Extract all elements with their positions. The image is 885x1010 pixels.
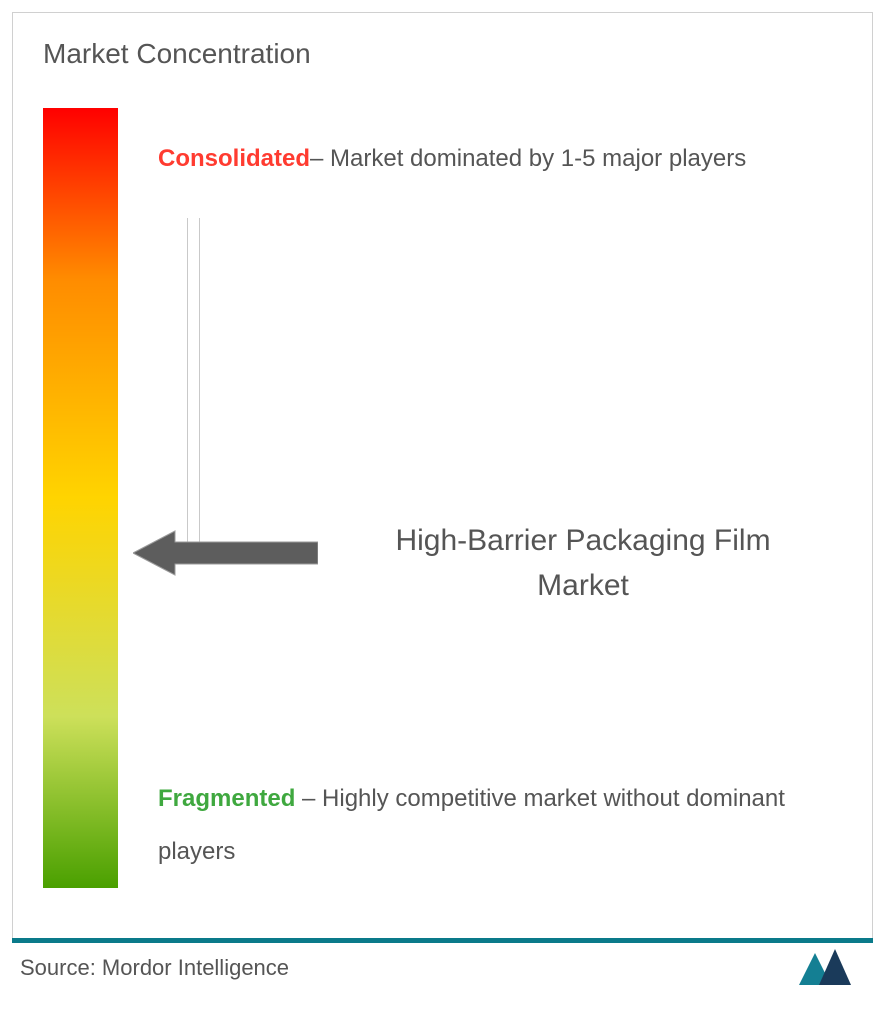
market-name: High-Barrier Packaging Film Market bbox=[333, 518, 833, 608]
root: Market Concentration Consolidated– Marke… bbox=[0, 0, 885, 1010]
arrow-icon bbox=[133, 528, 318, 578]
fragmented-text: Fragmented – Highly competitive market w… bbox=[158, 773, 842, 879]
position-arrow bbox=[133, 528, 318, 578]
logo-shape-2 bbox=[819, 949, 851, 985]
decor-line bbox=[199, 218, 200, 548]
brand-logo-icon bbox=[795, 945, 855, 990]
footer-divider bbox=[12, 938, 873, 943]
arrow-shape bbox=[133, 531, 318, 575]
market-name-line2: Market bbox=[537, 569, 629, 602]
decor-line bbox=[187, 218, 188, 548]
source-text: Source: Mordor Intelligence bbox=[20, 955, 289, 981]
market-name-line1: High-Barrier Packaging Film bbox=[395, 524, 770, 557]
fragmented-label: Fragmented bbox=[158, 785, 295, 812]
chart-box: Market Concentration Consolidated– Marke… bbox=[12, 12, 873, 940]
